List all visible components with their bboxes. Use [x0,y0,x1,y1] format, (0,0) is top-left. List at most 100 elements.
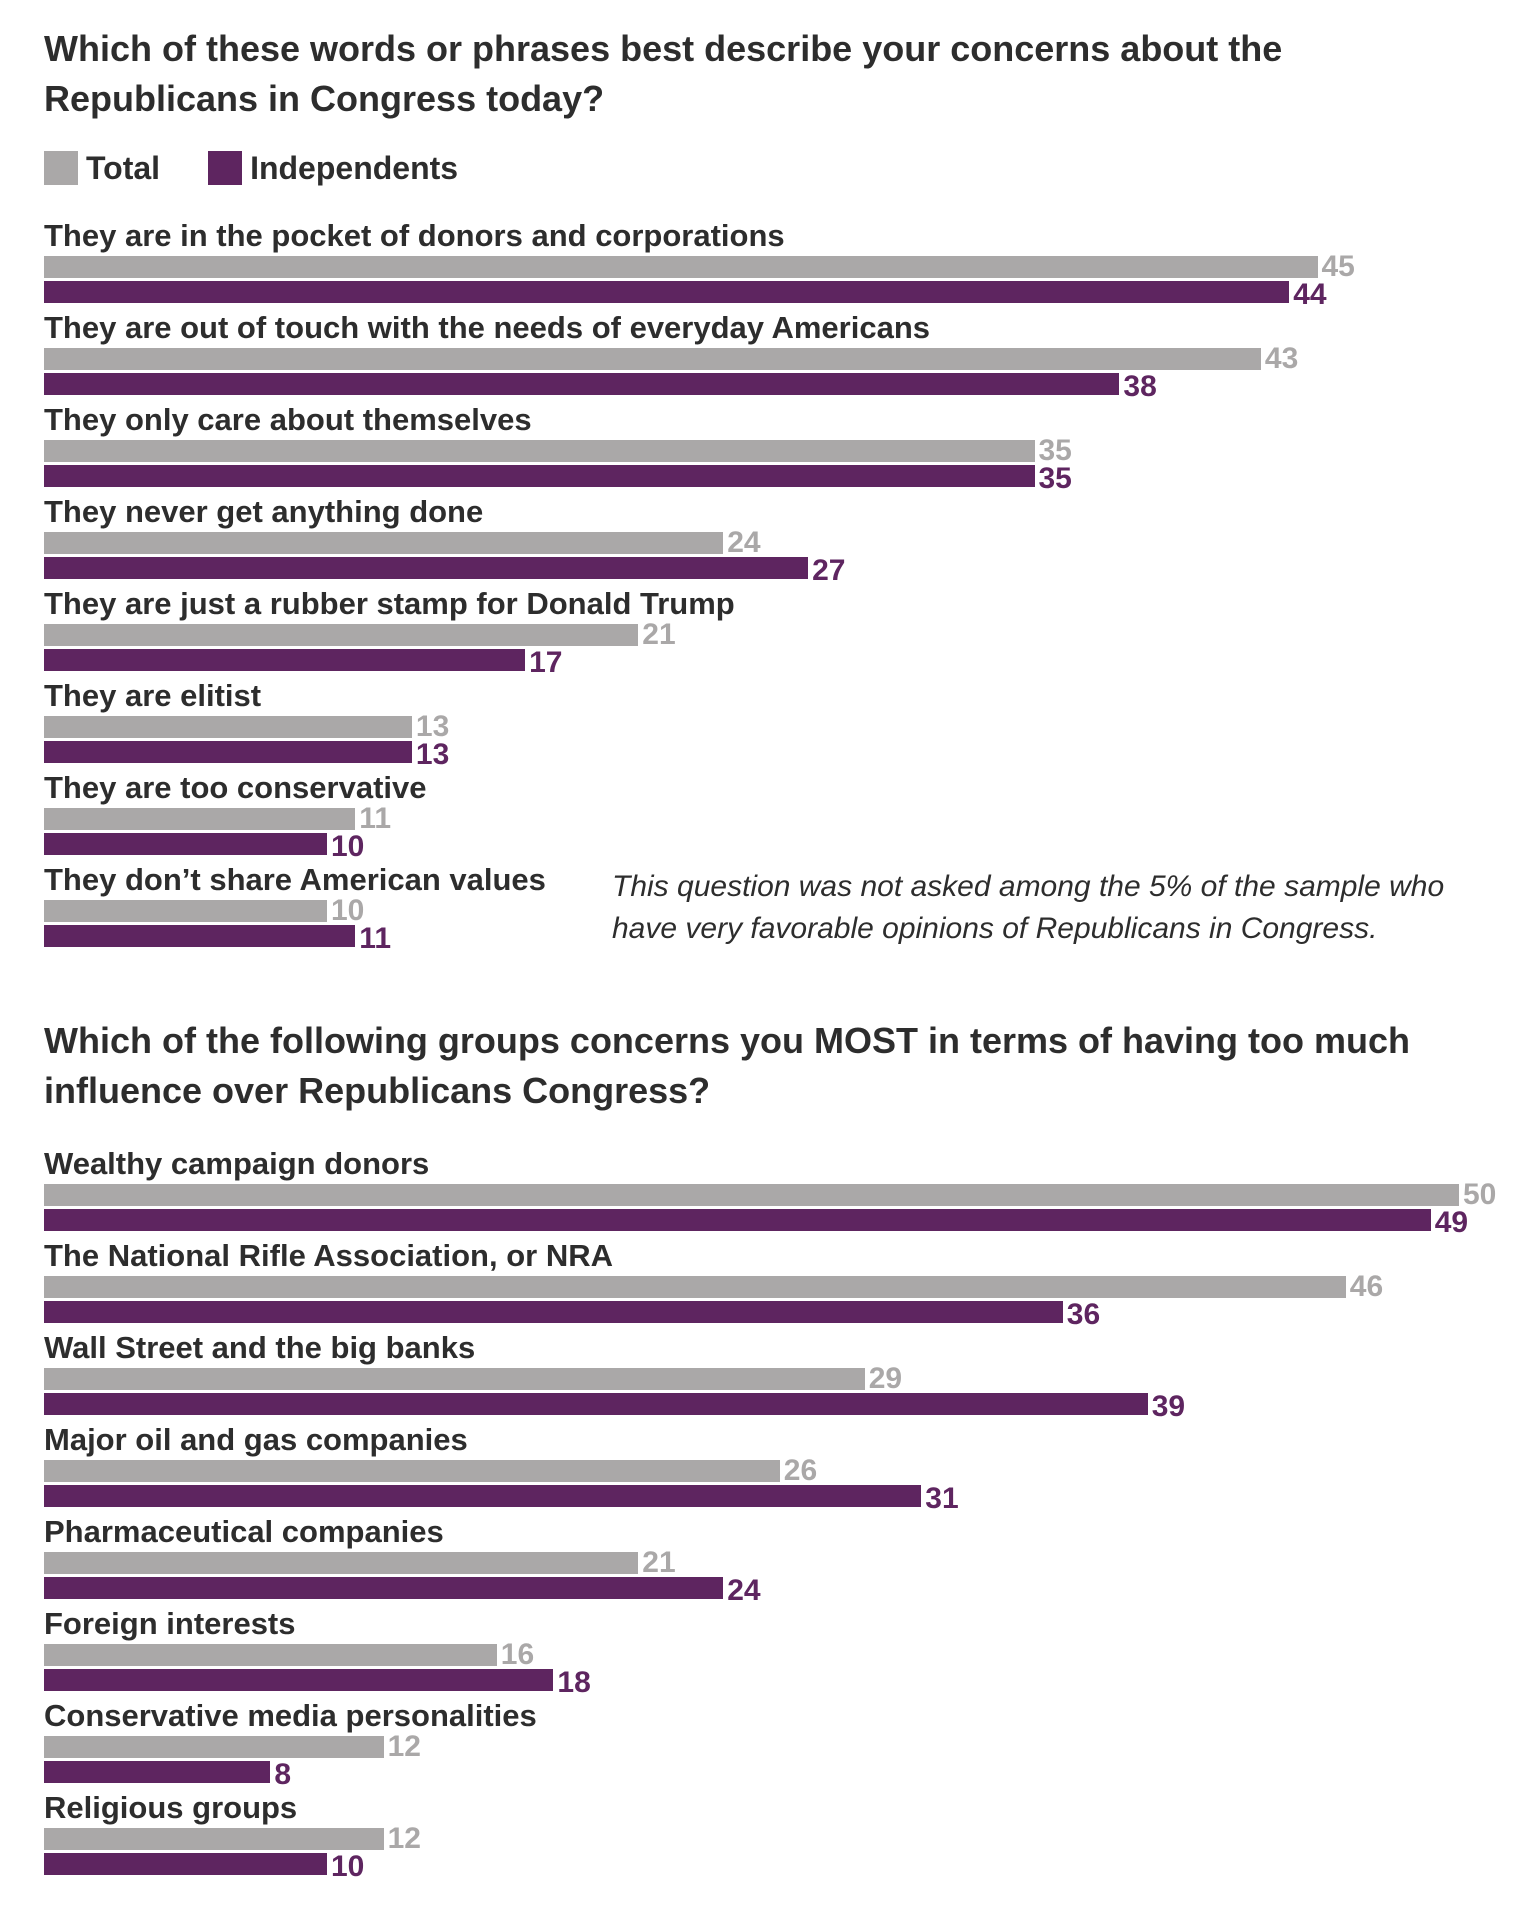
legend: Total Independents [44,148,506,188]
bar-total [44,532,724,554]
legend-swatch-independents [208,151,243,185]
bar-independents [44,557,809,579]
bar-total [44,1184,1459,1206]
value-label-total: 45 [1321,250,1355,283]
legend-label-independents: Independents [250,149,459,186]
category-label: Religious groups [44,1790,298,1825]
category-label: Wall Street and the big banks [44,1330,476,1365]
value-label-independents: 38 [1123,370,1157,403]
bar-total [44,900,327,922]
value-label-total: 43 [1264,342,1299,375]
bar-independents [44,833,327,855]
value-label-total: 16 [500,1638,535,1671]
bar-total [44,1368,865,1390]
category-label: They are just a rubber stamp for Donald … [44,586,735,621]
bar-row: The National Rifle Association, or NRA 46… [0,1238,1521,1330]
bar-row: Pharmaceutical companies 21 24 [0,1514,1521,1606]
bar-independents [44,1577,724,1599]
bar-independents [44,1301,1063,1323]
bar-row: They never get anything done 24 27 [0,494,1521,586]
bar-independents [44,925,356,947]
value-label-total: 26 [783,1454,818,1487]
value-label-total: 21 [642,618,676,651]
category-label: They are in the pocket of donors and cor… [44,218,785,253]
bar-row: Major oil and gas companies 26 31 [0,1422,1521,1514]
value-label-independents: 10 [331,1850,365,1883]
value-label-total: 35 [1038,434,1072,467]
category-label: They are too conservative [44,770,427,805]
bar-total [44,1276,1346,1298]
value-label-independents: 35 [1038,462,1072,495]
category-label: They are elitist [44,678,262,713]
bar-row: They are elitist 13 13 [0,678,1521,770]
legend-label-total: Total [86,149,161,186]
bar-independents [44,1761,271,1783]
bar-row: They are in the pocket of donors and cor… [0,218,1521,310]
value-label-total: 13 [415,710,450,743]
value-label-independents: 10 [331,830,365,863]
bar-independents [44,1209,1431,1231]
category-label: They are out of touch with the needs of … [44,310,931,345]
chart1-footnote: This question was not asked among the 5%… [612,870,1445,945]
value-label-independents: 49 [1434,1206,1469,1239]
category-label: They only care about themselves [44,402,532,437]
value-label-independents: 8 [274,1758,292,1791]
chart2-title: Which of the following groups concerns y… [44,1020,1411,1111]
category-label: Foreign interests [44,1606,296,1641]
category-label: They don’t share American values [44,862,546,897]
legend-swatch-total [44,151,78,185]
legend-item-total: Total [44,150,160,187]
category-label: Conservative media personalities [44,1698,537,1733]
value-label-independents: 27 [812,554,846,587]
bar-total [44,1552,639,1574]
bar-total [44,1736,384,1758]
bar-row: They are out of touch with the needs of … [0,310,1521,402]
value-label-independents: 24 [727,1574,761,1607]
bar-independents [44,373,1120,395]
category-label: Major oil and gas companies [44,1422,468,1457]
bar-row: They don’t share American values 10 11 [0,862,1521,954]
value-label-total: 10 [331,894,365,927]
bar-row: Foreign interests 16 18 [0,1606,1521,1698]
bar-total [44,1644,497,1666]
bar-total [44,808,356,830]
bar-row: Wall Street and the big banks 29 39 [0,1330,1521,1422]
value-label-total: 11 [359,802,392,835]
bar-total [44,1460,780,1482]
bar-row: Religious groups 12 10 [0,1790,1521,1882]
value-label-independents: 13 [415,738,450,771]
bar-total [44,1828,384,1850]
value-label-total: 46 [1349,1270,1384,1303]
bar-row: Conservative media personalities 12 8 [0,1698,1521,1790]
bar-row: They are too conservative 11 10 [0,770,1521,862]
category-label: The National Rifle Association, or NRA [44,1238,613,1273]
bar-total [44,348,1261,370]
bar-total [44,716,412,738]
value-label-independents: 17 [529,646,563,679]
bar-independents [44,741,412,763]
bar-row: They are just a rubber stamp for Donald … [0,586,1521,678]
bar-row: Wealthy campaign donors 50 49 [0,1146,1521,1238]
value-label-total: 24 [727,526,761,559]
bar-independents [44,465,1035,487]
bar-independents [44,1853,327,1875]
chart1-title: Which of these words or phrases best des… [44,28,1283,119]
category-label: Pharmaceutical companies [44,1514,444,1549]
value-label-total: 12 [387,1730,421,1763]
category-label: They never get anything done [44,494,484,529]
value-label-independents: 44 [1293,278,1327,311]
value-label-independents: 31 [925,1482,959,1515]
bar-independents [44,1393,1148,1415]
value-label-independents: 18 [557,1666,591,1699]
bar-independents [44,1669,554,1691]
value-label-independents: 39 [1151,1390,1186,1423]
bar-independents [44,1485,922,1507]
value-label-total: 12 [387,1822,421,1855]
value-label-independents: 11 [359,922,392,955]
bar-total [44,440,1035,462]
bar-row: They only care about themselves 35 35 [0,402,1521,494]
value-label-total: 50 [1463,1178,1497,1211]
bar-total [44,624,639,646]
category-label: Wealthy campaign donors [44,1146,430,1181]
value-label-independents: 36 [1066,1298,1101,1331]
